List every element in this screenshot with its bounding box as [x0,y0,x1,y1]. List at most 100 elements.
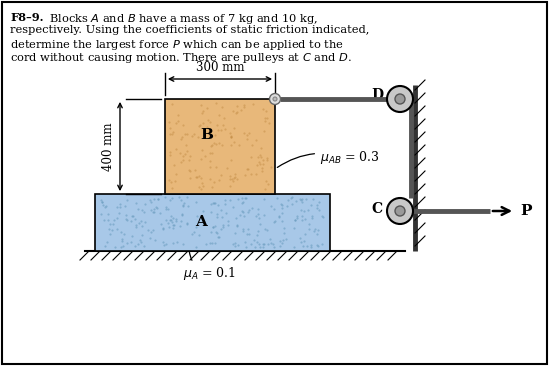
Point [226,173,234,179]
Point [158,239,167,245]
Point [186,168,195,174]
Point [256,221,265,227]
Point [169,222,177,228]
Point [176,223,184,229]
Point [155,210,164,216]
Point [168,195,177,201]
Point [275,238,284,244]
Point [261,119,270,124]
Point [310,228,318,234]
Point [110,217,119,223]
Point [254,206,262,212]
Point [263,115,272,121]
Point [169,225,177,231]
Point [214,177,223,183]
Point [178,203,187,209]
Point [180,200,189,206]
Point [134,241,143,247]
Point [218,214,227,220]
Point [317,241,326,247]
Point [243,166,252,172]
Point [245,231,254,236]
Text: A: A [195,216,206,229]
Point [233,223,242,228]
Point [270,206,279,212]
Point [232,215,241,221]
Text: C: C [372,202,383,216]
Point [241,195,250,201]
Point [183,148,192,154]
Point [241,239,250,245]
Point [101,204,110,210]
Point [117,236,126,242]
Point [137,239,145,244]
Point [132,222,141,228]
Point [199,108,208,114]
Point [211,200,220,206]
Point [164,206,173,212]
Point [167,179,176,184]
Point [136,238,144,243]
Point [242,244,251,250]
Circle shape [387,198,413,224]
Point [186,175,195,180]
Point [120,231,128,236]
Point [229,205,238,210]
Point [199,183,208,188]
Point [242,231,251,237]
Point [232,223,241,228]
Point [115,210,124,216]
Point [171,172,180,178]
Point [106,221,115,227]
Point [113,226,121,232]
Text: D: D [371,88,383,102]
Point [287,195,295,201]
Circle shape [395,94,405,104]
Point [310,226,319,232]
Point [206,164,215,169]
Text: $\mu_{A}$ = 0.1: $\mu_{A}$ = 0.1 [183,252,237,283]
Point [217,206,226,212]
Point [269,242,278,247]
Point [178,241,187,247]
Point [192,224,201,230]
Point [250,237,259,243]
Point [149,227,158,233]
Point [97,197,105,202]
Point [249,101,257,107]
Point [232,176,241,182]
Point [103,212,112,217]
Point [240,213,249,219]
Point [191,167,199,173]
Point [170,162,178,168]
Point [228,178,237,184]
Point [297,239,306,245]
Point [137,232,146,238]
Point [296,207,305,213]
Point [161,206,170,212]
Point [192,199,200,205]
Point [253,239,261,245]
Point [318,213,327,219]
Point [161,241,170,247]
Point [231,231,240,236]
Point [278,202,287,208]
Point [267,240,276,246]
Point [260,226,269,232]
Point [201,153,210,159]
Point [197,180,206,186]
Point [259,241,268,247]
Point [306,202,315,208]
Circle shape [270,93,281,105]
Point [188,231,197,236]
Point [154,196,163,202]
Point [154,197,163,202]
Point [116,244,125,250]
Point [314,207,323,213]
Point [254,228,262,234]
Point [252,232,261,238]
Point [223,218,232,224]
Point [197,157,205,163]
Point [244,226,253,232]
Text: 400 mm: 400 mm [102,122,115,171]
